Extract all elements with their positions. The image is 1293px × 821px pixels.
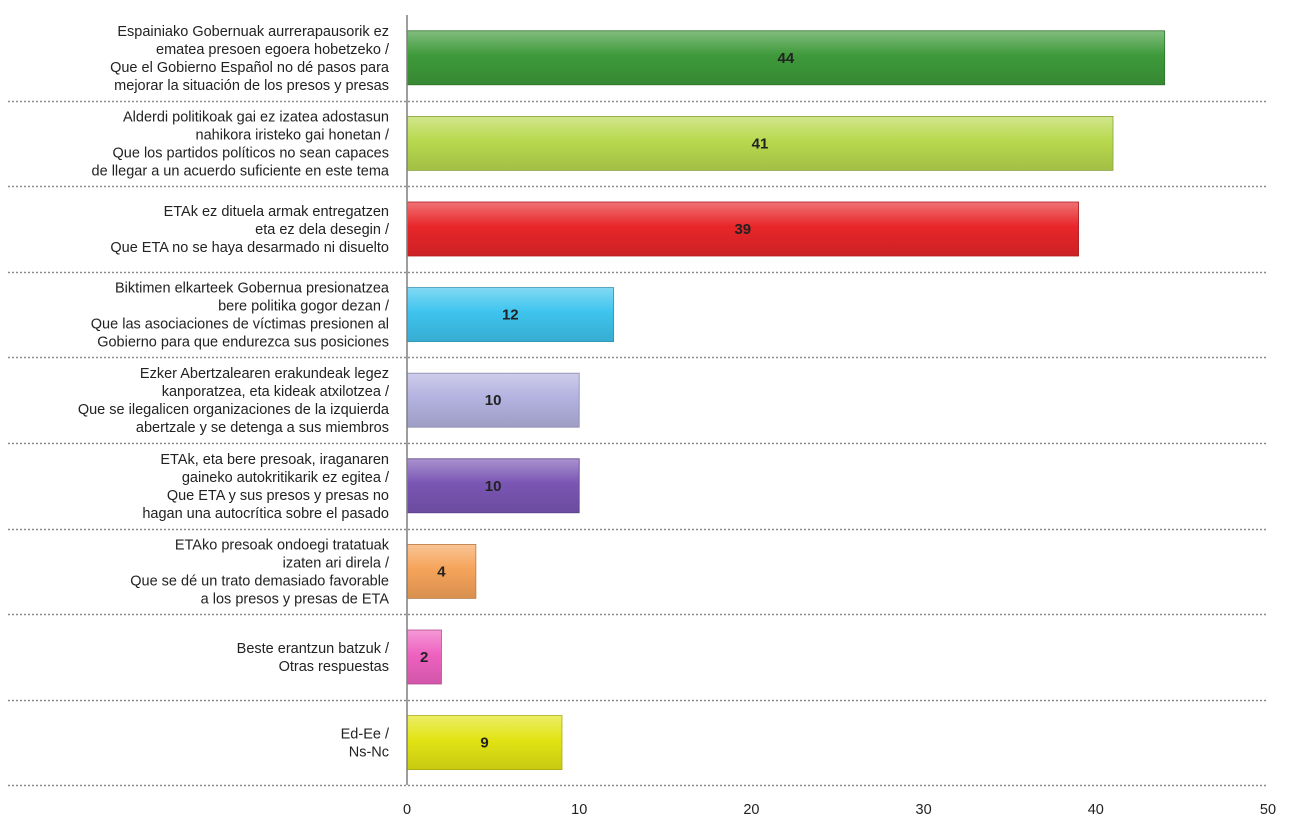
category-label: Alderdi politikoak gai ez izatea adostas… [92,109,390,179]
bar [406,372,580,428]
x-tick-label: 50 [1260,802,1276,816]
category-label-line: ETAk, eta bere presoak, iraganaren [160,452,389,468]
x-tick-label: 30 [916,802,932,816]
category-label-line: Espainiako Gobernuak aurrerapausorik ez [117,24,389,40]
x-axis: 0 10 20 30 40 50 [403,15,1276,818]
category-label-line: Alderdi politikoak gai ez izatea adostas… [123,109,389,125]
bar-value-label: 44 [777,50,794,67]
category-label: Beste erantzun batzuk / Otras respuestas [237,641,390,675]
category-separators [8,100,1268,787]
bar-value-label: 10 [485,478,502,495]
category-label-line: hagan una autocrítica sobre el pasado [142,506,389,522]
bar-value-label: 4 [437,563,446,580]
category-label-line: Gobierno para que endurezca sus posicion… [97,335,389,351]
category-label-line: Que se ilegalicen organizaciones de la i… [78,402,390,418]
category-label-line: bere politika gogor dezan / [218,299,390,315]
category-label-line: Que ETA y sus presos y presas no [167,488,389,504]
category-label-line: Ns-Nc [349,745,389,761]
category-label: Ezker Abertzalearen erakundeak legez kanp… [78,366,390,436]
category-label: ETAk ez dituela armak entregatzen eta ez … [110,204,390,256]
category-label-line: nahikora iristeko gai honetan / [196,127,390,143]
bar-value-label: 12 [502,307,519,324]
bar-value-label: 39 [734,221,751,238]
bar [406,287,615,343]
category-label-line: ETAk ez dituela armak entregatzen [164,204,389,220]
bar-value-label: 41 [752,135,769,152]
category-labels: Espainiako Gobernuak aurrerapausorik ez e… [78,24,390,761]
category-label-line: Beste erantzun batzuk / [237,641,390,657]
category-label-line: kanporatzea, eta kideak atxilotzea / [162,384,390,400]
category-label-line: mejorar la situación de los presos y pre… [114,78,389,94]
category-label-line: izaten ari direla / [283,555,390,571]
category-label-line: a los presos y presas de ETA [201,591,390,607]
bar [406,201,1079,257]
bar-value-labels: 44 41 39 12 10 10 4 2 9 [420,50,795,752]
bar [406,116,1114,171]
bar-value-label: 10 [485,392,502,409]
bar [406,30,1166,86]
bar [406,544,477,599]
category-label-line: Que ETA no se haya desarmado ni disuelto [110,240,389,256]
category-label-line: Otras respuestas [279,659,389,675]
category-label-line: Que se dé un trato demasiado favorable [130,573,389,589]
category-label-line: Que el Gobierno Español no dé pasos para [110,60,390,76]
bar [406,629,442,685]
bar-value-label: 2 [420,649,428,666]
category-label: Espainiako Gobernuak aurrerapausorik ez e… [110,24,390,94]
category-label-line: de llegar a un acuerdo suficiente en est… [92,163,390,179]
x-tick-label: 10 [571,802,587,816]
category-label-line: gaineko autokritikarik ez egitea / [182,470,390,486]
category-label: ETAko presoak ondoegi tratatuak izaten ar… [130,537,390,607]
category-label-line: ETAko presoak ondoegi tratatuak [175,537,390,553]
category-label: Ed-Ee / Ns-Nc [341,727,390,761]
bar-value-label: 9 [480,735,488,752]
x-tick-label: 20 [743,802,759,816]
category-label-line: Ed-Ee / [341,727,390,743]
category-label-line: Que los partidos políticos no sean capac… [113,145,389,161]
category-label: Biktimen elkarteek Gobernua presionatzea… [91,281,390,351]
category-label-line: eta ez dela desegin / [255,222,390,238]
category-label-line: Biktimen elkarteek Gobernua presionatzea [115,281,390,297]
category-label-line: Ezker Abertzalearen erakundeak legez [140,366,389,382]
category-label-line: abertzale y se detenga a sus miembros [136,420,389,436]
bar-series [406,30,1166,770]
x-tick-label: 0 [403,802,411,816]
x-tick-label: 40 [1088,802,1104,816]
category-label-line: Que las asociaciones de víctimas presion… [91,317,389,333]
bar [406,458,580,514]
category-label-line: ematea presoen egoera hobetzeko / [156,42,390,58]
category-label: ETAk, eta bere presoak, iraganaren gainek… [142,452,390,522]
